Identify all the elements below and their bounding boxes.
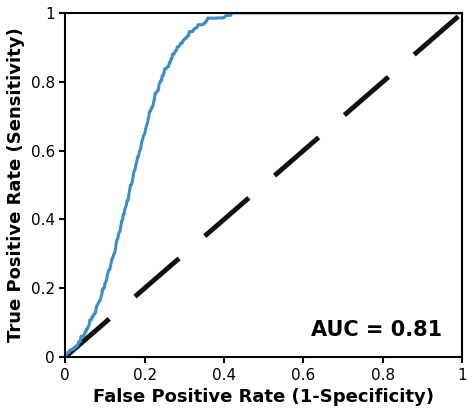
Y-axis label: True Positive Rate (Sensitivity): True Positive Rate (Sensitivity) (7, 28, 25, 342)
Text: AUC = 0.81: AUC = 0.81 (311, 320, 443, 340)
X-axis label: False Positive Rate (1-Specificity): False Positive Rate (1-Specificity) (93, 388, 434, 406)
